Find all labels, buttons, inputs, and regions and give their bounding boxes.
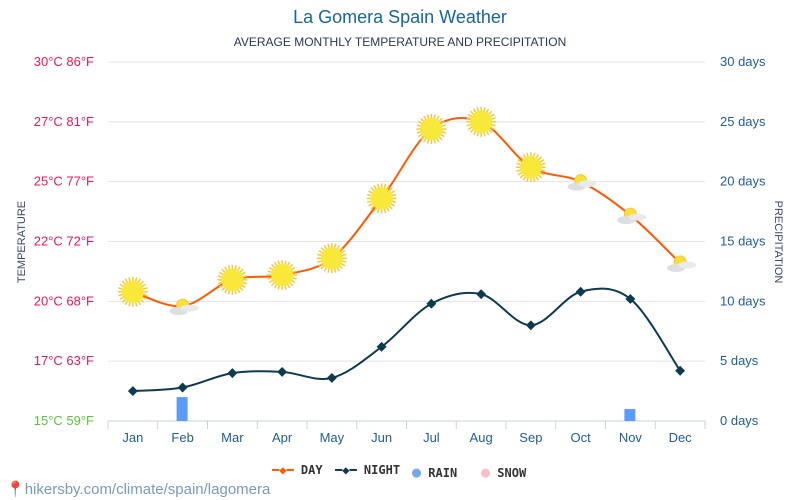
sun-icon: [466, 106, 497, 137]
legend-rain[interactable]: ● RAIN: [412, 463, 457, 481]
x-tick-label: Feb: [171, 430, 193, 445]
sun-disc: [221, 268, 244, 291]
sun-disc: [420, 118, 443, 141]
y-axis-title: TEMPERATURE: [16, 201, 28, 283]
x-tick-label: Oct: [571, 430, 592, 445]
partly-cloudy-icon: [567, 174, 597, 191]
night-point: [476, 289, 487, 300]
sun-disc: [519, 156, 542, 179]
y-tick-label: 30°C 86°F: [34, 54, 94, 69]
y2-tick-label: 20 days: [720, 174, 766, 189]
night-point: [625, 293, 636, 304]
legend-night[interactable]: ━◆━ NIGHT: [335, 463, 400, 477]
legend-day-label: DAY: [300, 463, 323, 477]
x-tick-label: Sep: [519, 430, 542, 445]
cloud: [628, 213, 647, 221]
partly-cloudy-icon: [617, 207, 647, 225]
night-point: [277, 366, 288, 377]
sun-disc: [370, 187, 393, 210]
sun-disc: [121, 280, 144, 303]
night-point: [525, 320, 536, 331]
legend-rain-label: RAIN: [428, 466, 458, 480]
sun-icon: [416, 114, 447, 145]
sun-disc: [320, 247, 343, 270]
chart-subtitle: AVERAGE MONTHLY TEMPERATURE AND PRECIPIT…: [233, 35, 567, 49]
night-point: [326, 372, 337, 383]
cloud: [180, 304, 199, 312]
y-tick-label: 17°C 63°F: [34, 353, 94, 368]
x-tick-label: Jun: [371, 430, 392, 445]
night-point: [177, 382, 188, 393]
partly-cloudy-icon: [667, 255, 697, 273]
sun-disc: [470, 110, 493, 133]
location-pin-icon: 📍: [6, 481, 25, 498]
partly-cloudy-icon: [169, 298, 199, 316]
y2-axis-title: PRECIPITATION: [772, 201, 784, 284]
night-line: [132, 287, 681, 393]
y2-tick-label: 0 days: [720, 413, 759, 428]
rain-bar: [176, 397, 188, 421]
y2-tick-label: 30 days: [720, 54, 766, 69]
legend-snow[interactable]: ● SNOW: [481, 463, 526, 481]
night-point: [426, 298, 437, 309]
y-tick-label: 27°C 81°F: [34, 114, 94, 129]
x-tick-label: Dec: [669, 430, 693, 445]
legend-snow-label: SNOW: [497, 466, 527, 480]
sun-disc: [271, 264, 294, 287]
night-point: [575, 286, 586, 297]
x-tick-label: May: [320, 430, 345, 445]
night-point: [227, 368, 238, 379]
cloud: [578, 180, 597, 188]
x-tick-label: Jan: [122, 430, 143, 445]
x-tick-label: Jul: [423, 430, 440, 445]
legend-rain-marker: ●: [412, 463, 422, 481]
y2-tick-label: 5 days: [720, 353, 759, 368]
y2-tick-label: 10 days: [720, 293, 766, 308]
legend-day[interactable]: ━◆━ DAY: [272, 463, 323, 477]
night-point: [376, 341, 387, 352]
legend-snow-marker: ●: [481, 463, 491, 481]
source-link[interactable]: 📍hikersby.com/climate/spain/lagomera: [6, 480, 270, 498]
y-tick-label: 25°C 77°F: [34, 174, 94, 189]
x-tick-label: Mar: [221, 430, 244, 445]
night-point: [127, 386, 138, 397]
sun-icon: [267, 260, 298, 291]
cloud: [678, 261, 697, 269]
y-tick-label: 20°C 68°F: [34, 293, 94, 308]
sun-icon: [316, 243, 347, 274]
sun-icon: [515, 152, 546, 183]
x-tick-label: Nov: [619, 430, 643, 445]
y2-tick-label: 15 days: [720, 234, 766, 249]
legend-night-label: NIGHT: [363, 463, 401, 477]
sun-icon: [117, 276, 148, 307]
x-tick-label: Apr: [272, 430, 293, 445]
sun-icon: [217, 264, 248, 295]
legend-night-marker: ━◆━: [335, 463, 357, 477]
x-tick-label: Aug: [470, 430, 493, 445]
y2-tick-label: 25 days: [720, 114, 766, 129]
chart-title: La Gomera Spain Weather: [293, 7, 507, 27]
source-url: hikersby.com/climate/spain/lagomera: [24, 481, 271, 498]
day-line: [132, 116, 681, 308]
sun-icon: [366, 183, 397, 214]
rain-bar: [624, 409, 636, 421]
legend-day-marker: ━◆━: [272, 463, 294, 477]
night-point: [675, 365, 686, 376]
y-tick-label: 15°C 59°F: [34, 413, 94, 428]
y-tick-label: 22°C 72°F: [34, 234, 94, 249]
